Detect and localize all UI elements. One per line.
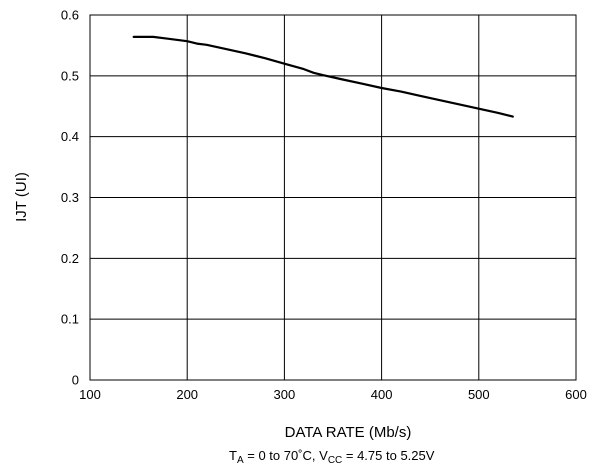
x-tick-label: 100	[79, 387, 101, 402]
vcc-symbol: V	[319, 448, 328, 463]
x-tick-label: 400	[371, 387, 393, 402]
ta-range: = 0 to 70˚C,	[244, 448, 320, 463]
test-conditions: TA = 0 to 70˚C, VCC = 4.75 to 5.25V	[229, 448, 435, 466]
y-tick-label: 0.4	[61, 129, 79, 144]
y-tick-label: 0.5	[61, 68, 79, 83]
y-tick-label: 0.6	[61, 8, 79, 23]
y-tick-labels: 0 0.1 0.2 0.3 0.4 0.5 0.6	[61, 8, 79, 388]
plot-frame	[89, 14, 577, 381]
y-tick-label: 0	[72, 373, 79, 388]
x-tick-label: 200	[176, 387, 198, 402]
ijt-curve	[132, 35, 514, 118]
y-axis-label: IJT (UI)	[13, 172, 30, 222]
x-axis-label: DATA RATE (Mb/s)	[285, 424, 412, 441]
y-tick-label: 0.1	[61, 312, 79, 327]
x-tick-label: 500	[468, 387, 490, 402]
x-tick-labels: 100 200 300 400 500 600	[79, 387, 587, 402]
y-tick-label: 0.2	[61, 251, 79, 266]
ta-symbol: T	[229, 448, 237, 463]
ta-subscript: A	[237, 455, 244, 466]
y-tick-label: 0.3	[61, 190, 79, 205]
x-tick-label: 300	[274, 387, 296, 402]
x-tick-label: 600	[565, 387, 587, 402]
vcc-range: = 4.75 to 5.25V	[342, 448, 434, 463]
vcc-subscript: CC	[328, 455, 342, 466]
grid-lines	[90, 15, 576, 380]
